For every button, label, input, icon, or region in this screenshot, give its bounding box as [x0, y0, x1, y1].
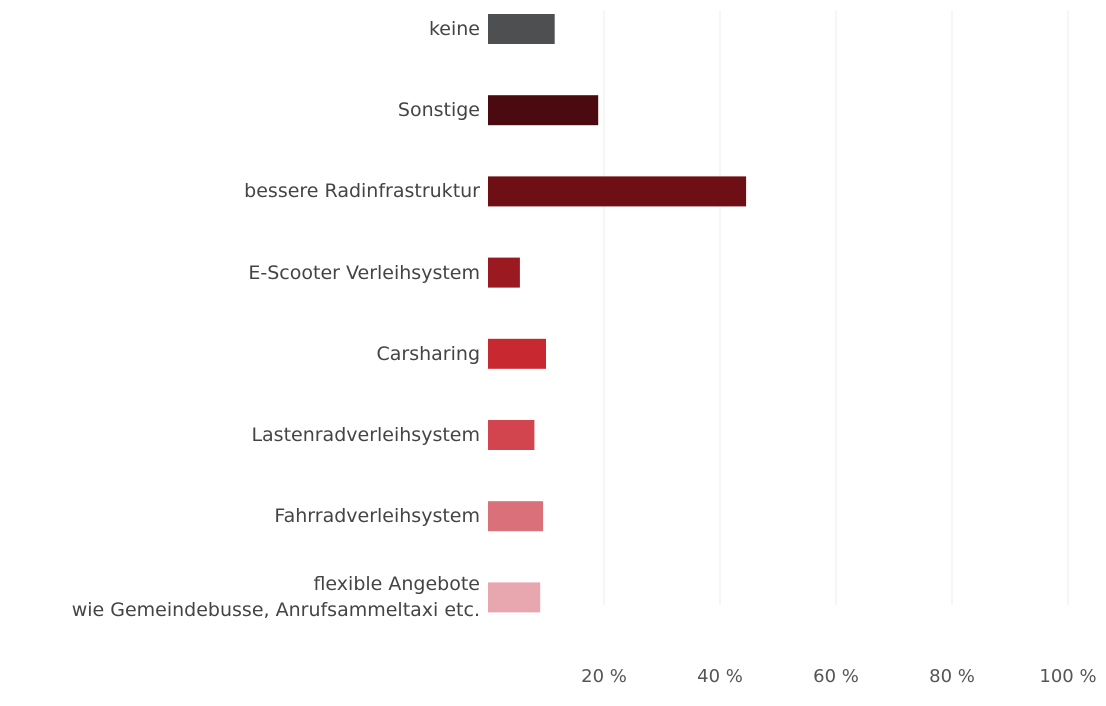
- bar: [488, 176, 747, 207]
- bar: [488, 14, 555, 44]
- x-tick-label: 100 %: [1039, 666, 1097, 687]
- bar: [488, 338, 546, 369]
- y-tick-label: bessere Radinfrastruktur: [244, 180, 480, 203]
- y-tick-label: flexible Angebote wie Gemeindebusse, Anr…: [71, 573, 480, 622]
- y-tick-label: Lastenradverleihsystem: [251, 424, 480, 446]
- bar: [488, 420, 535, 450]
- x-tick-label: 20 %: [581, 666, 627, 687]
- y-tick-label: Fahrradverleihsystem: [274, 505, 480, 528]
- x-tick-label: 60 %: [813, 666, 859, 687]
- bar: [488, 95, 599, 126]
- bar: [488, 257, 520, 288]
- y-tick-label: keine: [428, 18, 480, 40]
- bar: [488, 582, 541, 613]
- y-tick-label: Sonstige: [397, 99, 480, 122]
- y-tick-label: E-Scooter Verleihsystem: [248, 261, 480, 284]
- bar: [488, 501, 544, 532]
- x-tick-label: 80 %: [929, 666, 975, 687]
- y-tick-label: Carsharing: [376, 342, 481, 365]
- x-tick-label: 40 %: [697, 666, 743, 687]
